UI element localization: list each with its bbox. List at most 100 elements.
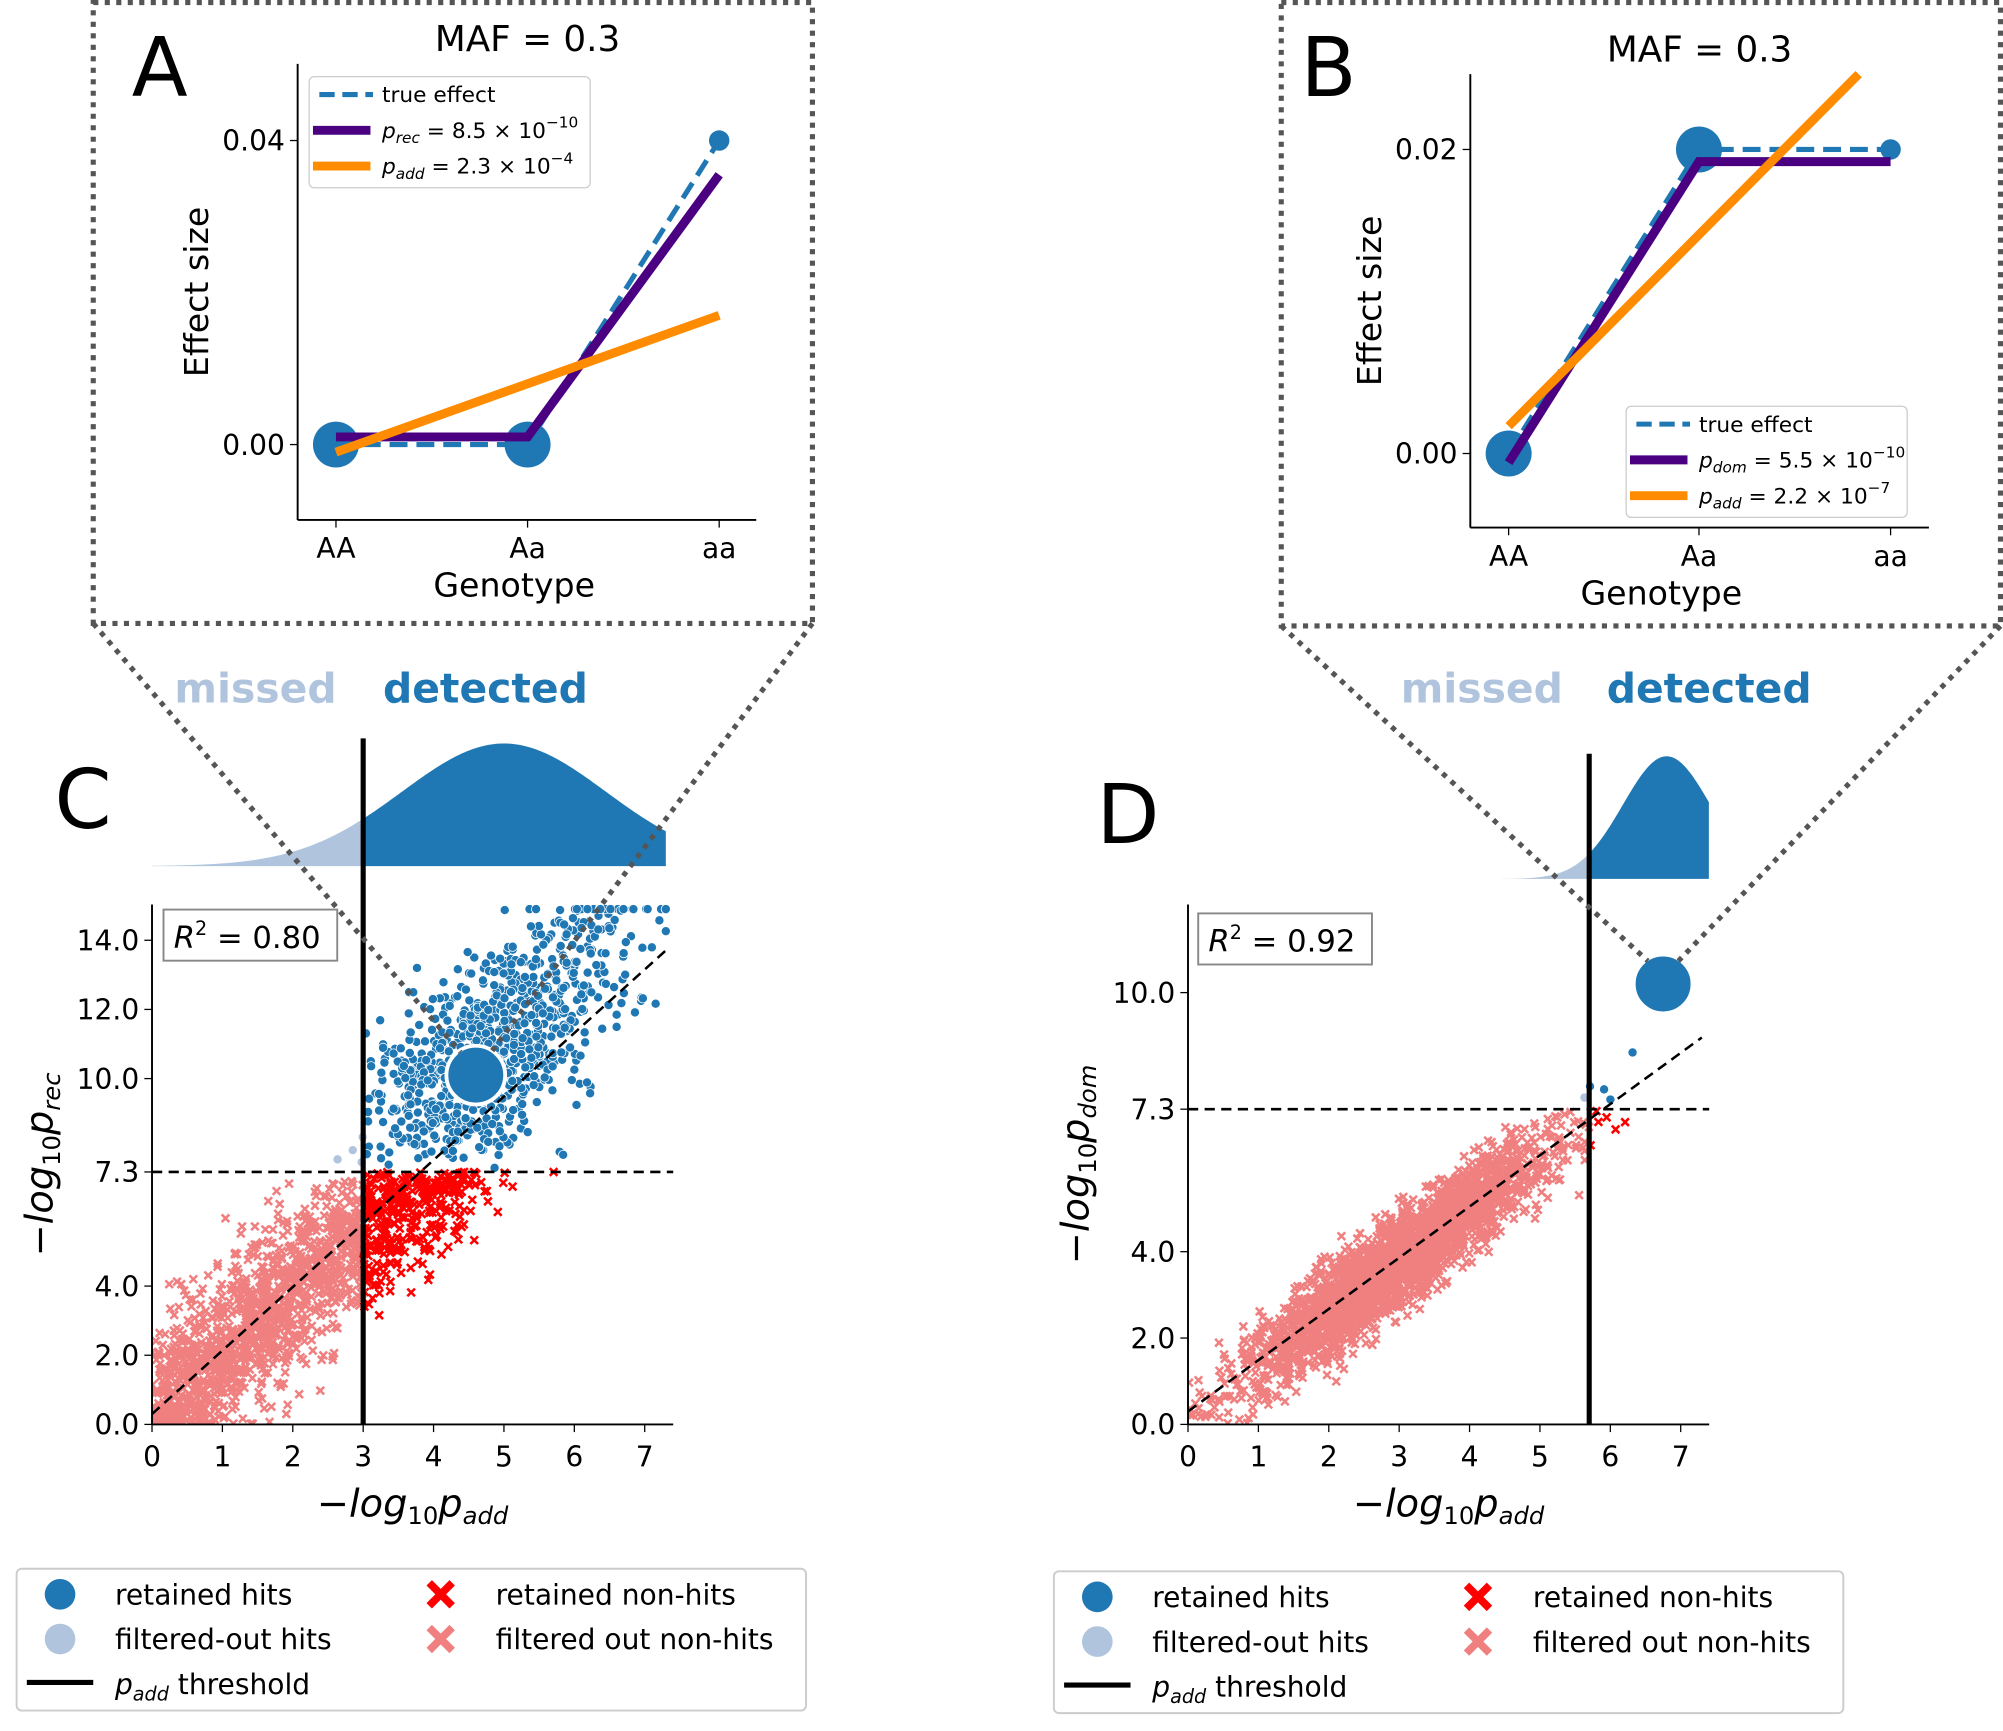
retained-hit-point bbox=[528, 1080, 539, 1090]
retained-non-hit-point bbox=[411, 1236, 422, 1247]
retained-hit-point bbox=[507, 941, 518, 952]
retained-hit-point bbox=[654, 915, 665, 926]
filtered-non-hit-point bbox=[285, 1246, 296, 1257]
filtered-non-hit-point bbox=[351, 1196, 361, 1206]
filtered-non-hit-point bbox=[284, 1348, 294, 1358]
retained-hit-point bbox=[489, 1162, 500, 1173]
tspan: = 8.5 × 10 bbox=[420, 119, 546, 144]
tspan: p bbox=[437, 1481, 462, 1526]
filtered-non-hit-point bbox=[1361, 1338, 1371, 1348]
retained-hit-point bbox=[468, 1104, 479, 1115]
filtered-non-hit-point bbox=[154, 1328, 165, 1338]
retained-hit-point bbox=[366, 1061, 377, 1072]
filtered-non-hit-point bbox=[1402, 1310, 1413, 1321]
filtered-non-hit-point bbox=[315, 1276, 325, 1286]
retained-hit-point bbox=[472, 1122, 483, 1133]
retained-hit-point bbox=[489, 967, 500, 978]
legend-label: true effect bbox=[1699, 413, 1813, 438]
filtered-non-hit-point bbox=[1516, 1153, 1526, 1164]
retained-non-hit-point bbox=[435, 1197, 446, 1207]
missed-label: missed bbox=[174, 665, 336, 713]
retained-hit-point bbox=[660, 926, 671, 937]
y-tick-label: 0.02 bbox=[1395, 134, 1458, 167]
filtered-non-hit-point bbox=[163, 1383, 174, 1393]
legend-label: padd = 2.2 × 10−7 bbox=[1698, 479, 1890, 512]
retained-non-hit-point bbox=[364, 1204, 374, 1215]
tspan: −10 bbox=[546, 114, 578, 132]
filtered-non-hit-point bbox=[1323, 1346, 1334, 1356]
retained-hit-point bbox=[440, 1112, 451, 1123]
legend-box bbox=[1625, 405, 1908, 519]
filtered-non-hit-point bbox=[300, 1215, 311, 1226]
filtered-non-hit-point bbox=[264, 1417, 275, 1425]
retained-hit-point bbox=[414, 1020, 425, 1030]
filtered-non-hit-point bbox=[1512, 1180, 1522, 1190]
filtered-non-hit-point bbox=[185, 1294, 195, 1305]
filtered-non-hit-point bbox=[1500, 1122, 1511, 1133]
filtered-non-hit-point bbox=[223, 1344, 233, 1355]
panel-letter: C bbox=[54, 753, 111, 848]
legend-box bbox=[308, 76, 591, 189]
filtered-non-hit-point bbox=[1223, 1418, 1233, 1425]
filtered-non-hit-point bbox=[258, 1311, 268, 1321]
retained-hit-point bbox=[395, 1043, 406, 1054]
filtered-non-hit-point bbox=[321, 1262, 332, 1272]
retained-hit-point bbox=[620, 969, 631, 980]
filtered-non-hit-point bbox=[1425, 1278, 1436, 1288]
filtered-non-hit-point bbox=[322, 1274, 332, 1284]
filtered-non-hit-point bbox=[1391, 1317, 1401, 1327]
filtered-non-hit-point bbox=[196, 1412, 207, 1423]
retained-non-hit-point bbox=[382, 1188, 393, 1199]
tspan: add bbox=[463, 1501, 509, 1530]
filtered-non-hit-point bbox=[1432, 1284, 1443, 1295]
filtered-non-hit-point bbox=[307, 1278, 318, 1289]
retained-non-hit-point bbox=[449, 1187, 460, 1197]
retained-non-hit-point bbox=[387, 1207, 398, 1217]
filtered-non-hit-point bbox=[1415, 1304, 1425, 1314]
retained-hit-point bbox=[418, 1126, 429, 1137]
highlighted-snp bbox=[444, 1043, 508, 1107]
retained-hit-point bbox=[483, 1005, 494, 1015]
retained-hit-point bbox=[430, 1104, 441, 1115]
filtered-non-hit-point bbox=[239, 1383, 250, 1393]
filtered-non-hit-point bbox=[1359, 1330, 1369, 1340]
filtered-non-hit-point bbox=[253, 1387, 264, 1397]
retained-hit-point bbox=[546, 1031, 557, 1042]
retained-hit-point bbox=[499, 993, 510, 1004]
filtered-non-hit-point bbox=[183, 1315, 193, 1326]
filtered-non-hit-point bbox=[1238, 1321, 1249, 1332]
retained-non-hit-point bbox=[436, 1171, 446, 1182]
retained-hit-point bbox=[605, 904, 616, 915]
retained-hit-point bbox=[531, 1031, 542, 1042]
retained-hit-point bbox=[591, 960, 602, 971]
filtered-non-hit-point bbox=[253, 1251, 263, 1262]
panel-letter: B bbox=[1300, 21, 1356, 116]
filtered-non-hit-point bbox=[1352, 1233, 1363, 1244]
filtered-non-hit-point bbox=[328, 1319, 338, 1329]
filtered-non-hit-point bbox=[155, 1358, 165, 1369]
retained-hit-point bbox=[604, 923, 615, 934]
retained-hit-point bbox=[499, 905, 510, 916]
retained-hit-point bbox=[483, 1136, 494, 1147]
y-tick-label: 0.04 bbox=[222, 125, 285, 158]
filtered-non-hit-point bbox=[203, 1270, 213, 1281]
filtered-non-hit-point bbox=[220, 1333, 231, 1344]
retained-non-hit-point bbox=[371, 1245, 381, 1256]
filtered-non-hit-point bbox=[1270, 1390, 1281, 1400]
filtered-non-hit-point bbox=[278, 1307, 288, 1317]
retained-hit-point bbox=[571, 1099, 582, 1110]
retained-hit-point bbox=[460, 984, 471, 995]
filtered-non-hit-point bbox=[152, 1410, 159, 1421]
filtered-non-hit-point bbox=[1237, 1343, 1247, 1353]
tspan: p bbox=[381, 119, 396, 144]
filtered-non-hit-point bbox=[250, 1221, 260, 1232]
filtered-non-hit-point bbox=[1357, 1244, 1367, 1255]
filtered-non-hit-point bbox=[217, 1279, 227, 1289]
filtered-non-hit-point bbox=[323, 1298, 333, 1308]
retained-non-hit-point bbox=[498, 1178, 509, 1188]
retained-non-hit-point bbox=[443, 1242, 453, 1252]
y-tick-label: 2.0 bbox=[95, 1339, 140, 1372]
retained-hit-point bbox=[582, 967, 593, 978]
filtered-non-hit-point bbox=[195, 1288, 206, 1299]
